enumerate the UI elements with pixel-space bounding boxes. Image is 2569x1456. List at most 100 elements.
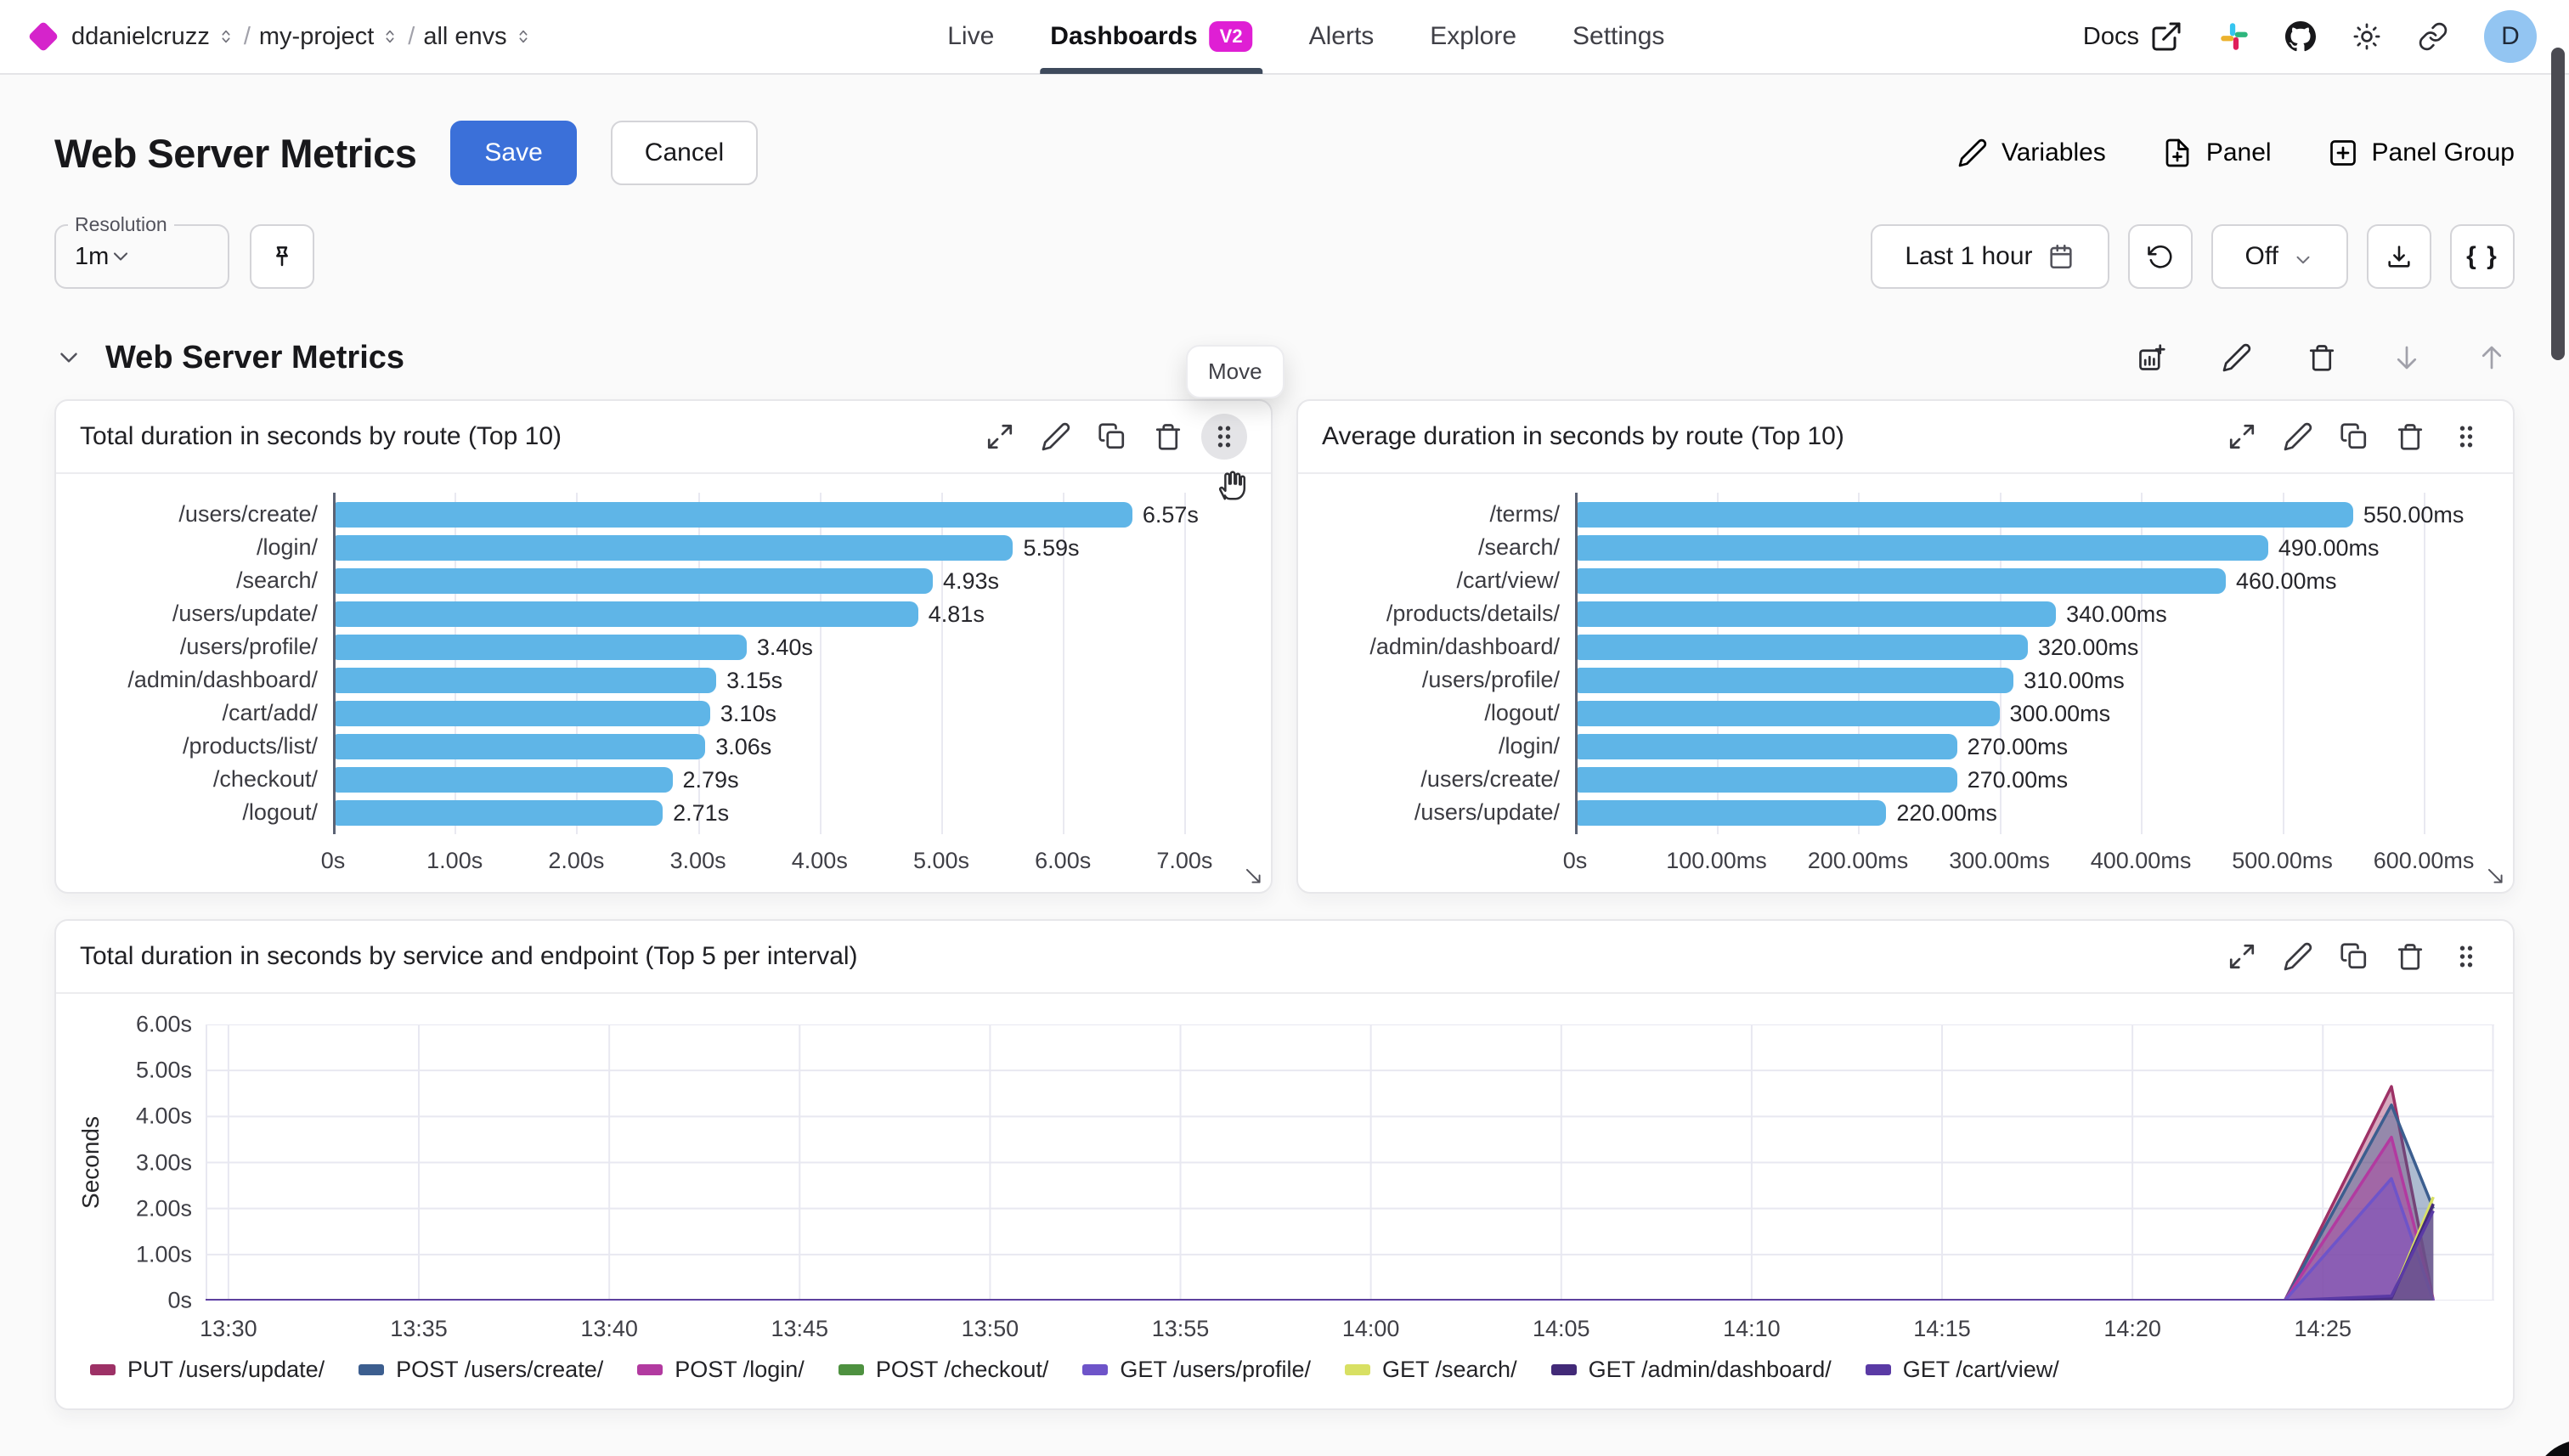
bar-track: 270.00ms bbox=[1575, 766, 2487, 793]
download-button[interactable] bbox=[2367, 224, 2431, 289]
value-label: 270.00ms bbox=[1967, 733, 2069, 759]
resize-handle-icon[interactable] bbox=[1242, 865, 1264, 887]
bar-chart-panel: Average duration in seconds by route (To… bbox=[1296, 399, 2515, 894]
pin-button[interactable] bbox=[250, 224, 314, 289]
category-label: /users/create/ bbox=[1420, 766, 1560, 792]
add-panel-button[interactable] bbox=[2129, 335, 2175, 381]
edit-button[interactable] bbox=[2275, 934, 2321, 979]
x-tick-label: 14:25 bbox=[2294, 1316, 2352, 1341]
resize-handle-icon[interactable] bbox=[2484, 865, 2506, 887]
edit-button[interactable] bbox=[2275, 414, 2321, 460]
panel-group-button[interactable]: Panel Group bbox=[2328, 138, 2515, 168]
brand-logo-icon[interactable] bbox=[27, 20, 59, 53]
delete-button[interactable] bbox=[2387, 414, 2433, 460]
bar[interactable] bbox=[1575, 700, 2000, 726]
edit-button[interactable] bbox=[1033, 414, 1079, 460]
bar[interactable] bbox=[333, 601, 918, 627]
bar[interactable] bbox=[333, 634, 747, 660]
tab-live[interactable]: Live bbox=[947, 0, 994, 74]
bar[interactable] bbox=[1575, 534, 2268, 561]
collapse-section-button[interactable] bbox=[54, 343, 83, 372]
legend-item[interactable]: POST /checkout/ bbox=[838, 1357, 1048, 1383]
x-tick-label: 500.00ms bbox=[2232, 848, 2333, 873]
expand-button[interactable] bbox=[2219, 414, 2265, 460]
drag-button[interactable] bbox=[2443, 934, 2489, 979]
json-button[interactable]: { } bbox=[2450, 224, 2515, 289]
delete-button[interactable] bbox=[2387, 934, 2433, 979]
breadcrumb-item[interactable]: all envs bbox=[423, 23, 532, 51]
avatar[interactable]: D bbox=[2484, 10, 2537, 63]
bar[interactable] bbox=[1575, 501, 2353, 528]
bar[interactable] bbox=[333, 667, 717, 693]
bar[interactable] bbox=[333, 700, 710, 726]
docs-link[interactable]: Docs bbox=[2083, 20, 2183, 54]
bar-row: /products/list/3.06s bbox=[78, 730, 1245, 763]
time-range-button[interactable]: Last 1 hour bbox=[1871, 224, 2109, 289]
bar[interactable] bbox=[333, 733, 706, 759]
delete-button[interactable] bbox=[1145, 414, 1191, 460]
breadcrumb-item[interactable]: my-project bbox=[259, 23, 399, 51]
bar[interactable] bbox=[333, 799, 663, 826]
bar[interactable] bbox=[1575, 766, 1957, 793]
bar[interactable] bbox=[1575, 634, 2028, 660]
avatar-initial: D bbox=[2501, 22, 2520, 50]
bar[interactable] bbox=[333, 567, 933, 594]
value-label: 3.40s bbox=[756, 634, 813, 660]
legend-swatch bbox=[1865, 1364, 1891, 1375]
legend-item[interactable]: POST /login/ bbox=[637, 1357, 805, 1383]
bar[interactable] bbox=[1575, 733, 1957, 759]
move-down-button[interactable] bbox=[2384, 335, 2430, 381]
bar[interactable] bbox=[1575, 601, 2057, 627]
drag-button[interactable] bbox=[2443, 414, 2489, 460]
duplicate-button[interactable] bbox=[2331, 414, 2377, 460]
x-tick-label: 1.00s bbox=[426, 848, 483, 873]
expand-button[interactable] bbox=[2219, 934, 2265, 979]
bar[interactable] bbox=[333, 501, 1132, 528]
bar[interactable] bbox=[333, 534, 1013, 561]
scrollbar-thumb[interactable] bbox=[2551, 48, 2565, 360]
legend-item[interactable]: GET /users/profile/ bbox=[1082, 1357, 1311, 1383]
bar[interactable] bbox=[333, 766, 673, 793]
refresh-interval-select[interactable]: Off bbox=[2210, 224, 2348, 289]
delete-button[interactable] bbox=[2299, 335, 2345, 381]
refresh-button[interactable] bbox=[2127, 224, 2193, 289]
category-label: /logout/ bbox=[1484, 700, 1560, 725]
plot-area[interactable] bbox=[206, 1024, 2494, 1301]
legend-item[interactable]: GET /admin/dashboard/ bbox=[1550, 1357, 1832, 1383]
cancel-button[interactable]: Cancel bbox=[610, 121, 759, 185]
legend-item[interactable]: GET /cart/view/ bbox=[1865, 1357, 2059, 1383]
edit-button[interactable] bbox=[2214, 335, 2260, 381]
slack-button[interactable] bbox=[2219, 21, 2250, 52]
category-label: /users/update/ bbox=[172, 601, 318, 626]
save-button[interactable]: Save bbox=[450, 121, 577, 185]
tab-explore[interactable]: Explore bbox=[1430, 0, 1516, 74]
legend-item[interactable]: GET /search/ bbox=[1345, 1357, 1517, 1383]
legend-item[interactable]: PUT /users/update/ bbox=[90, 1357, 325, 1383]
variables-button[interactable]: Variables bbox=[1957, 138, 2106, 168]
tab-settings[interactable]: Settings bbox=[1572, 0, 1664, 74]
floating-help-button[interactable] bbox=[2532, 1440, 2569, 1456]
theme-button[interactable] bbox=[2352, 21, 2382, 52]
bar[interactable] bbox=[1575, 567, 2226, 594]
legend-label: GET /search/ bbox=[1382, 1357, 1517, 1382]
panel-button[interactable]: Panel bbox=[2162, 138, 2272, 168]
drag-button[interactable] bbox=[1201, 414, 1247, 460]
share-link-button[interactable] bbox=[2418, 21, 2448, 52]
resolution-select[interactable]: Resolution 1m bbox=[54, 213, 229, 289]
breadcrumb-item[interactable]: ddanielcruzz bbox=[71, 23, 235, 51]
tab-dashboards[interactable]: Dashboards V2 bbox=[1040, 0, 1263, 74]
bar[interactable] bbox=[1575, 667, 2014, 693]
move-up-button[interactable] bbox=[2469, 335, 2515, 381]
github-button[interactable] bbox=[2285, 21, 2316, 52]
duplicate-button[interactable] bbox=[1089, 414, 1135, 460]
expand-icon bbox=[2227, 421, 2257, 452]
download-icon bbox=[2385, 242, 2414, 271]
expand-button[interactable] bbox=[977, 414, 1023, 460]
bar-gridlines bbox=[1575, 493, 2487, 834]
bar[interactable] bbox=[1575, 799, 1887, 826]
duplicate-button[interactable] bbox=[2331, 934, 2377, 979]
bar-row: /users/profile/310.00ms bbox=[1320, 663, 2487, 697]
tab-alerts[interactable]: Alerts bbox=[1309, 0, 1375, 74]
legend-swatch bbox=[1550, 1364, 1577, 1375]
legend-item[interactable]: POST /users/create/ bbox=[359, 1357, 603, 1383]
